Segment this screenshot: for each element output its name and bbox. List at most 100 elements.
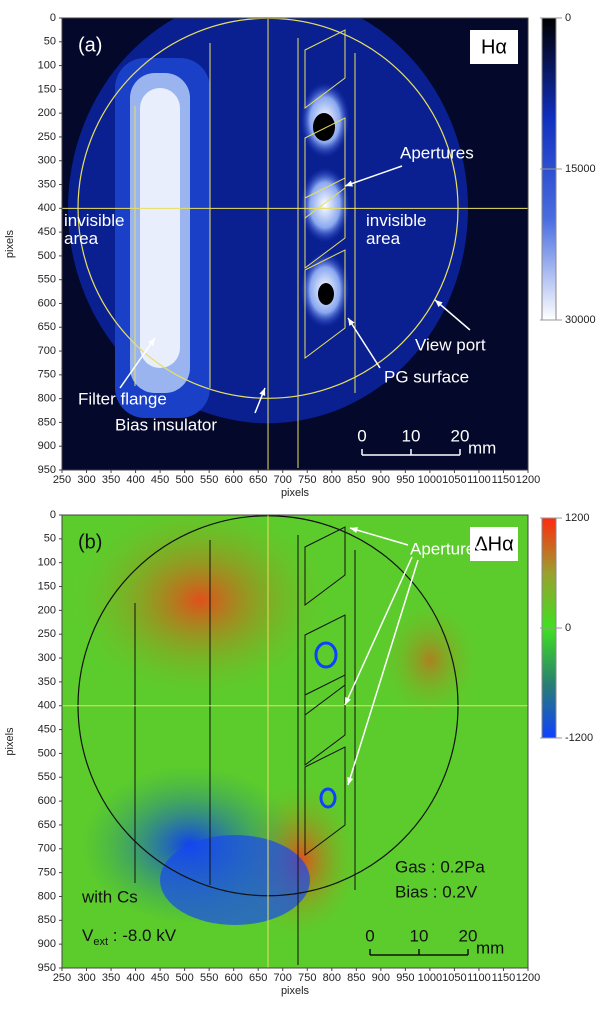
- x-tick-label: 900: [372, 474, 390, 486]
- colorbar-tick-label: 0: [565, 12, 571, 24]
- x-tick-label: 350: [102, 474, 120, 486]
- y-tick-label: 400: [38, 202, 56, 214]
- y-tick-label: 550: [38, 274, 56, 286]
- figure: 2503003504004505005506006507007508008509…: [0, 0, 615, 1012]
- x-tick-label: 600: [225, 474, 243, 486]
- y-tick-label: 150: [38, 580, 56, 592]
- y-tick-label: 50: [44, 36, 56, 48]
- colorbar-tick-label: 30000: [565, 314, 596, 326]
- y-tick-label: 800: [38, 890, 56, 902]
- red: [70, 500, 330, 700]
- y-tick-label: 400: [38, 700, 56, 712]
- x-tick-label: 350: [102, 972, 120, 984]
- x-tick-label: 300: [77, 474, 95, 486]
- y-tick-label: 0: [50, 509, 56, 521]
- y-tick-label: 250: [38, 628, 56, 640]
- y-tick-label: 500: [38, 250, 56, 262]
- y-tick-label: 100: [38, 59, 56, 71]
- y-tick-label: 500: [38, 747, 56, 759]
- red: [380, 600, 480, 720]
- x-tick-label: 950: [396, 972, 414, 984]
- colorbar-tick-label: 1200: [565, 512, 589, 524]
- y-tick-label: 950: [38, 464, 56, 476]
- x-tick-label: 450: [151, 474, 169, 486]
- y-tick-label: 150: [38, 83, 56, 95]
- x-axis-label: pixels: [281, 985, 310, 997]
- y-tick-label: 700: [38, 345, 56, 357]
- blue: [160, 835, 310, 925]
- x-tick-label: 1000: [418, 474, 442, 486]
- x-tick-label: 850: [347, 972, 365, 984]
- y-tick-label: 200: [38, 107, 56, 119]
- x-tick-label: 450: [151, 972, 169, 984]
- y-tick-label: 250: [38, 131, 56, 143]
- y-tick-label: 550: [38, 771, 56, 783]
- x-tick-label: 700: [274, 972, 292, 984]
- x-tick-label: 1100: [467, 474, 491, 486]
- x-tick-label: 1150: [492, 972, 516, 984]
- title: Hα: [481, 36, 507, 58]
- scale-label: 0: [357, 426, 366, 445]
- x-tick-label: 550: [200, 474, 218, 486]
- x-tick-label: 400: [126, 474, 144, 486]
- annotation: with Cs: [81, 887, 138, 906]
- annotation-line: area: [366, 229, 401, 248]
- y-tick-label: 950: [38, 962, 56, 974]
- x-tick-label: 700: [274, 474, 292, 486]
- x-axis-label: pixels: [281, 487, 310, 499]
- x-tick-label: 1200: [516, 972, 540, 984]
- colorbar-tick-label: -1200: [565, 732, 593, 744]
- panel-label: (a): [78, 34, 102, 56]
- v-rest: : -8.0 kV: [108, 926, 177, 945]
- v: V: [82, 926, 94, 945]
- annotation: Apertures: [400, 143, 474, 162]
- y-tick-label: 0: [50, 12, 56, 24]
- x-tick-label: 1100: [467, 972, 491, 984]
- annotation-line: area: [64, 229, 99, 248]
- annotation: Bias insulator: [115, 415, 217, 434]
- y-axis-label: pixels: [4, 229, 16, 258]
- colorbar-tick-label: 15000: [565, 163, 596, 175]
- x-tick-label: 1000: [418, 972, 442, 984]
- y-tick-label: 900: [38, 440, 56, 452]
- scale-label: 10: [410, 926, 429, 945]
- y-tick-label: 900: [38, 938, 56, 950]
- y-tick-label: 450: [38, 226, 56, 238]
- annotation: Filter flange: [78, 389, 167, 408]
- x-tick-label: 650: [249, 972, 267, 984]
- x-tick-label: 1200: [516, 474, 540, 486]
- x-tick-label: 500: [175, 474, 193, 486]
- scale-label: 0: [365, 926, 374, 945]
- y-axis-label: pixels: [4, 727, 16, 756]
- x-tick-label: 1050: [442, 972, 466, 984]
- y-tick-label: 850: [38, 416, 56, 428]
- x-tick-label: 800: [323, 972, 341, 984]
- glow: [140, 88, 180, 368]
- y-tick-label: 350: [38, 178, 56, 190]
- y-tick-label: 200: [38, 604, 56, 616]
- y-tick-label: 600: [38, 795, 56, 807]
- x-tick-label: 750: [298, 972, 316, 984]
- x-tick-label: 550: [200, 972, 218, 984]
- panel-label: (b): [78, 531, 102, 553]
- spot: [313, 113, 335, 141]
- x-tick-label: 600: [225, 972, 243, 984]
- x-tick-label: 500: [175, 972, 193, 984]
- y-tick-label: 450: [38, 723, 56, 735]
- y-tick-label: 100: [38, 557, 56, 569]
- y-tick-label: 50: [44, 533, 56, 545]
- spot: [318, 283, 334, 305]
- scale-label: 20: [451, 426, 470, 445]
- x-tick-label: 650: [249, 474, 267, 486]
- y-tick-label: 850: [38, 914, 56, 926]
- y-tick-label: 600: [38, 297, 56, 309]
- annotation: Gas : 0.2Pa: [395, 857, 485, 876]
- scale-label: 10: [402, 426, 421, 445]
- x-tick-label: 1150: [492, 474, 516, 486]
- x-tick-label: 900: [372, 972, 390, 984]
- scale-unit: mm: [468, 438, 496, 457]
- y-tick-label: 300: [38, 155, 56, 167]
- annotation: Apertures: [410, 539, 484, 558]
- x-tick-label: 1050: [442, 474, 466, 486]
- x-tick-label: 800: [323, 474, 341, 486]
